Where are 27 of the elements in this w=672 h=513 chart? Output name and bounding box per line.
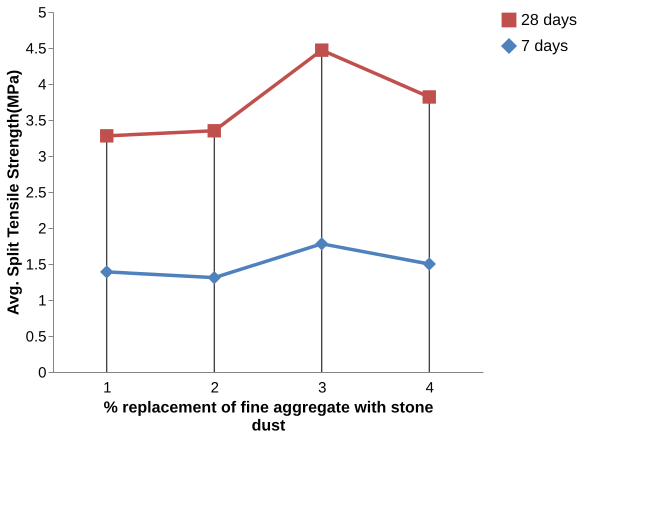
y-tick-label: 5 [38, 4, 46, 22]
point [315, 237, 328, 251]
x-tick-label: 3 [318, 380, 326, 396]
legend-label: 7 days [521, 38, 568, 55]
y-tick-label: 4 [38, 76, 46, 94]
y-tick-label: 0.5 [26, 328, 46, 346]
y-tick-label: 1 [38, 292, 46, 310]
point [422, 257, 436, 271]
y-axis-title: Avg. Split Tensile Strength(MPa) [6, 70, 23, 316]
x-tick-label: 4 [426, 380, 434, 396]
point [100, 265, 114, 279]
point [208, 270, 221, 284]
point [100, 129, 114, 143]
y-tick-label: 2.5 [26, 184, 46, 202]
y-tick-label: 0 [38, 364, 46, 382]
y-tick-label: 3.5 [26, 112, 46, 130]
x-axis-title: % replacement of fine aggregate with stone dust [104, 400, 434, 434]
legend-label: 28 days [521, 12, 578, 29]
x-tick-label: 1 [103, 380, 112, 396]
point [422, 90, 436, 104]
y-tick-label: 3 [38, 148, 46, 166]
y-tick-label: 2 [38, 220, 46, 238]
point [208, 124, 221, 138]
y-tick-label: 4.5 [26, 40, 46, 58]
point [315, 43, 328, 57]
x-tick-label: 2 [210, 380, 219, 396]
y-tick-label: 1.5 [26, 256, 46, 274]
